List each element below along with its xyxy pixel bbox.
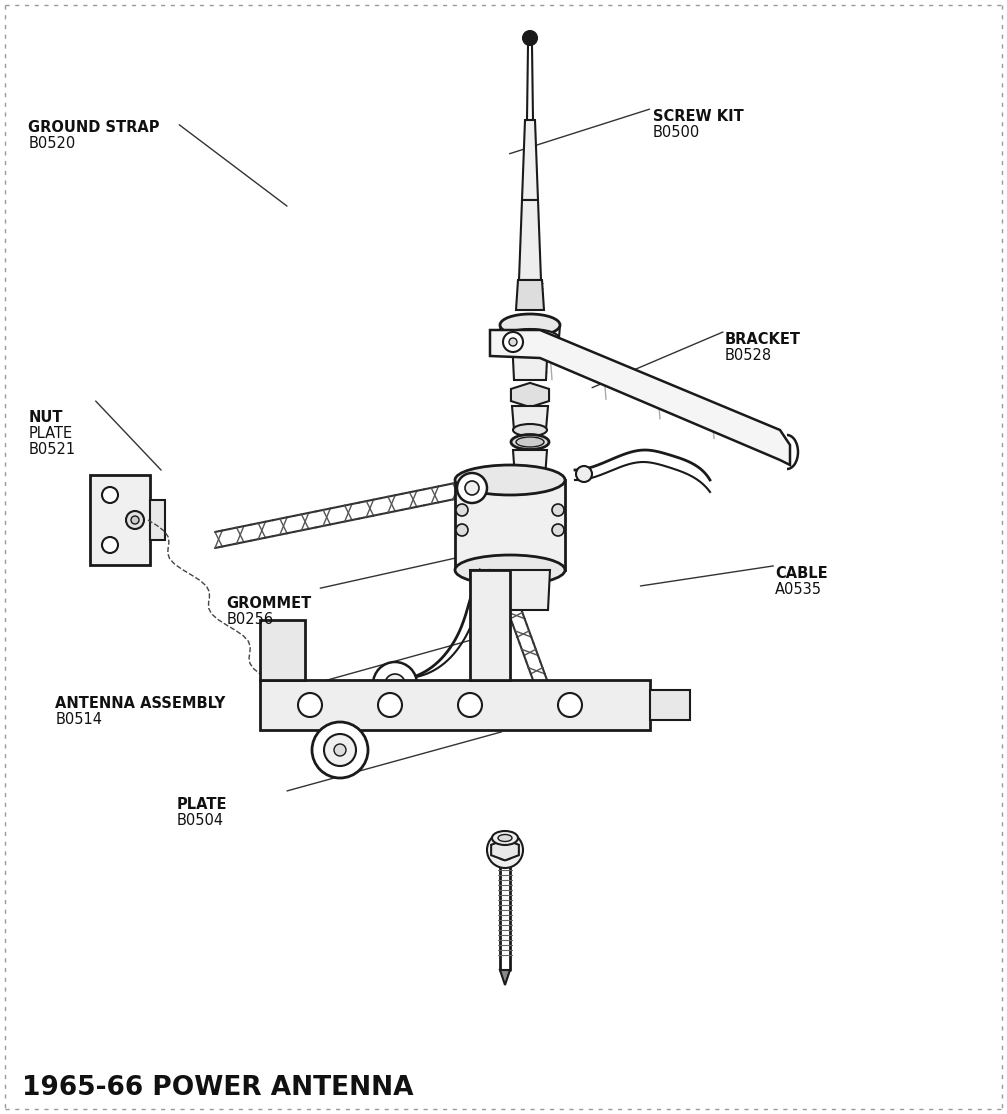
Polygon shape xyxy=(455,480,565,570)
Circle shape xyxy=(373,662,417,706)
Ellipse shape xyxy=(511,434,549,450)
Text: B0504: B0504 xyxy=(176,812,224,828)
Text: B0528: B0528 xyxy=(725,348,772,363)
Circle shape xyxy=(334,744,346,756)
Circle shape xyxy=(298,693,322,717)
Circle shape xyxy=(458,693,482,717)
Ellipse shape xyxy=(501,329,559,346)
Circle shape xyxy=(385,674,405,694)
Polygon shape xyxy=(650,690,690,720)
Polygon shape xyxy=(519,201,541,280)
Polygon shape xyxy=(260,680,650,730)
Polygon shape xyxy=(90,475,150,565)
Text: CABLE: CABLE xyxy=(775,566,828,580)
Polygon shape xyxy=(512,405,548,430)
Circle shape xyxy=(102,487,118,504)
Polygon shape xyxy=(512,338,548,380)
Text: B0514: B0514 xyxy=(55,712,103,727)
Circle shape xyxy=(131,516,139,524)
Text: B0520: B0520 xyxy=(28,136,76,152)
Ellipse shape xyxy=(492,831,518,846)
Text: B0500: B0500 xyxy=(653,125,700,140)
Circle shape xyxy=(457,473,487,504)
Ellipse shape xyxy=(516,437,544,447)
Text: B0256: B0256 xyxy=(227,612,274,627)
Circle shape xyxy=(558,693,582,717)
Text: ANTENNA ASSEMBLY: ANTENNA ASSEMBLY xyxy=(55,696,226,711)
Circle shape xyxy=(126,511,144,529)
Text: B0521: B0521 xyxy=(28,442,76,457)
Polygon shape xyxy=(470,570,510,680)
Text: NUT: NUT xyxy=(28,410,62,424)
Circle shape xyxy=(552,504,564,516)
Circle shape xyxy=(509,338,517,346)
Circle shape xyxy=(324,734,356,766)
Polygon shape xyxy=(491,840,519,860)
Text: PLATE: PLATE xyxy=(28,426,73,441)
Circle shape xyxy=(102,537,118,553)
Text: GROUND STRAP: GROUND STRAP xyxy=(28,120,160,135)
Text: SCREW KIT: SCREW KIT xyxy=(653,109,743,124)
Text: GROMMET: GROMMET xyxy=(227,596,312,610)
Circle shape xyxy=(495,840,515,860)
Circle shape xyxy=(456,524,468,536)
Circle shape xyxy=(378,693,402,717)
Text: 1965-66 POWER ANTENNA: 1965-66 POWER ANTENNA xyxy=(22,1075,414,1101)
Ellipse shape xyxy=(500,314,560,336)
Polygon shape xyxy=(260,620,305,680)
Ellipse shape xyxy=(513,424,547,436)
Polygon shape xyxy=(500,970,510,985)
Polygon shape xyxy=(470,570,550,610)
Ellipse shape xyxy=(498,834,512,841)
Polygon shape xyxy=(490,330,790,465)
Circle shape xyxy=(576,466,592,482)
Polygon shape xyxy=(522,120,538,201)
Text: BRACKET: BRACKET xyxy=(725,332,801,346)
Circle shape xyxy=(487,832,523,868)
Circle shape xyxy=(504,332,523,352)
Ellipse shape xyxy=(455,555,565,585)
Text: PLATE: PLATE xyxy=(176,797,227,811)
Circle shape xyxy=(523,31,537,45)
Circle shape xyxy=(456,504,468,516)
Circle shape xyxy=(552,524,564,536)
Circle shape xyxy=(465,481,479,495)
Ellipse shape xyxy=(455,465,565,495)
Polygon shape xyxy=(150,500,165,540)
Circle shape xyxy=(312,722,368,778)
Polygon shape xyxy=(513,450,547,478)
Text: A0535: A0535 xyxy=(775,582,823,597)
Polygon shape xyxy=(511,383,549,407)
Polygon shape xyxy=(516,280,544,310)
